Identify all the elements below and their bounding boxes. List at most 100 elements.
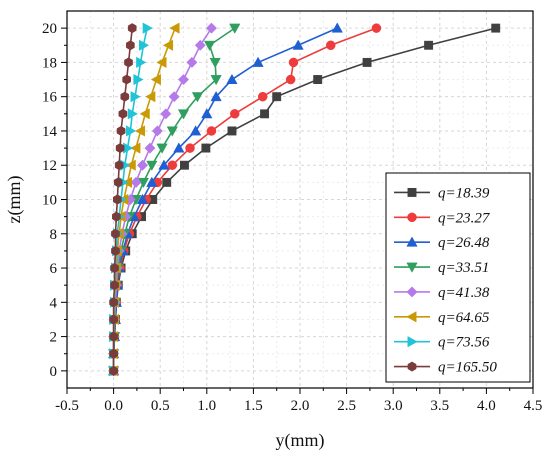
data-point (362, 57, 372, 67)
data-point (210, 75, 222, 86)
data-point (156, 56, 167, 69)
legend-item: q=26.48 (394, 235, 490, 251)
data-point (189, 125, 202, 136)
data-point (326, 40, 336, 51)
data-point (125, 159, 136, 171)
x-tick-label: 0.5 (151, 398, 170, 414)
legend-swatch-marker (407, 336, 418, 348)
data-point (139, 108, 150, 120)
data-point (109, 365, 118, 376)
data-point (126, 40, 135, 51)
data-point (150, 73, 161, 86)
x-tick-label: 0.0 (104, 398, 123, 414)
data-point (167, 160, 178, 170)
legend-swatch-marker (407, 187, 417, 197)
data-point (331, 22, 343, 33)
data-point (227, 126, 237, 136)
data-point (110, 280, 119, 291)
data-point (158, 159, 170, 170)
data-point (257, 91, 268, 102)
x-tick-label: 2.0 (291, 398, 310, 414)
data-point (201, 108, 213, 119)
data-point (160, 108, 172, 120)
data-point (272, 92, 282, 102)
data-point (146, 160, 158, 171)
data-point (110, 263, 119, 274)
legend-label: q=41.38 (438, 285, 490, 301)
data-point (288, 57, 299, 68)
x-tick-label: 1.0 (197, 398, 216, 414)
legend: q=18.39 q=23.27 q=26.48 q=33.51 q=41.38 q=64.… (385, 172, 531, 383)
data-point (371, 23, 382, 33)
data-point (491, 23, 501, 33)
data-point (138, 39, 150, 51)
data-point (114, 160, 124, 171)
x-tick-label: 3.5 (430, 398, 449, 414)
y-tick-label: 0 (50, 364, 58, 380)
data-point (113, 194, 122, 205)
y-axis-title: z(mm) (4, 176, 25, 224)
data-point (156, 143, 168, 154)
legend-label: q=165.50 (438, 360, 497, 376)
legend-item: q=33.51 (394, 260, 489, 276)
data-point (151, 125, 163, 137)
data-point (191, 92, 204, 103)
data-point (424, 40, 434, 50)
data-point (130, 142, 141, 154)
data-point (205, 22, 218, 34)
x-tick-label: -0.5 (55, 398, 79, 414)
x-tick-label: 2.5 (337, 398, 356, 414)
legend-item: q=64.65 (394, 310, 490, 326)
data-point (201, 143, 211, 153)
y-tick-label: 4 (50, 295, 58, 311)
legend-item: q=18.39 (394, 185, 490, 201)
data-point (194, 39, 206, 51)
legend-swatch-marker (406, 286, 418, 298)
legend-label: q=23.27 (438, 210, 491, 226)
data-point (145, 91, 156, 103)
x-tick-label: 1.5 (244, 398, 263, 414)
legend-item: q=23.27 (394, 210, 491, 226)
legend-box (385, 172, 531, 383)
data-point (177, 73, 190, 86)
data-point (146, 176, 158, 187)
data-point (179, 160, 189, 170)
data-point (113, 177, 123, 188)
plot-series (107, 22, 501, 377)
data-point (133, 73, 144, 86)
y-tick-label: 12 (42, 158, 57, 174)
data-point (142, 22, 153, 34)
data-point (186, 56, 198, 68)
data-point (285, 74, 296, 85)
data-point (292, 39, 304, 50)
data-point (124, 57, 133, 68)
data-point (109, 331, 118, 342)
data-point (226, 73, 238, 84)
data-point (111, 228, 120, 239)
data-point (162, 39, 174, 51)
legend-label: q=64.65 (438, 310, 490, 326)
axis-ticks: -0.5 0.0 0.5 1.0 1.5 2.0 2.5 3.0 3.5 4.0 4.5 0 2 4 6 8 1… (42, 21, 542, 414)
data-point (130, 176, 142, 188)
data-point (260, 109, 270, 119)
data-point (169, 22, 180, 34)
data-point (136, 193, 149, 204)
series-q=165.50 (109, 23, 137, 376)
legend-swatch-marker (406, 311, 417, 323)
data-point (166, 126, 178, 137)
data-point (122, 74, 131, 85)
data-point (134, 125, 146, 137)
data-point (109, 297, 118, 308)
data-point (206, 126, 217, 136)
y-tick-label: 6 (50, 261, 58, 277)
legend-item: q=73.56 (394, 335, 490, 351)
data-point (162, 177, 172, 187)
data-point (144, 142, 156, 154)
data-point (313, 75, 323, 84)
legend-item: q=41.38 (394, 285, 490, 301)
data-point (173, 142, 185, 153)
data-point (230, 109, 240, 119)
x-tick-label: 3.0 (384, 398, 403, 414)
y-tick-label: 20 (42, 21, 57, 37)
